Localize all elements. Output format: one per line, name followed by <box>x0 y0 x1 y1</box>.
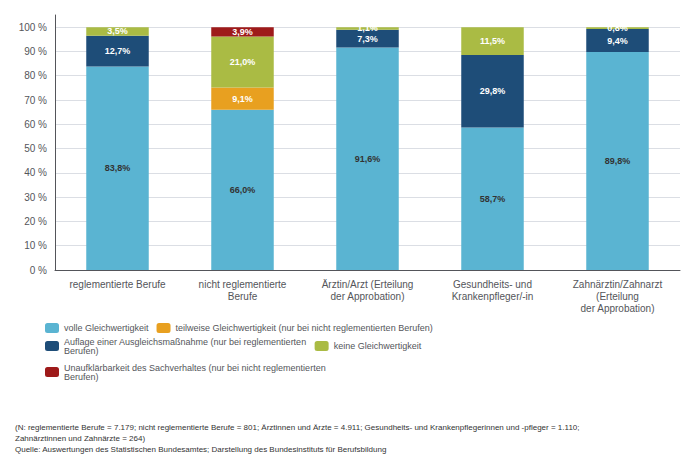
svg-text:teilweise Gleichwertigkeit (nu: teilweise Gleichwertigkeit (nur bei nich… <box>176 323 433 333</box>
svg-text:1,1%: 1,1% <box>357 23 378 33</box>
svg-text:100 %: 100 % <box>19 22 47 33</box>
svg-text:9,1%: 9,1% <box>232 94 253 104</box>
svg-text:Gesundheits- und: Gesundheits- und <box>453 279 532 290</box>
svg-text:30 %: 30 % <box>24 192 47 203</box>
svg-text:3,9%: 3,9% <box>232 27 253 37</box>
svg-text:91,6%: 91,6% <box>355 154 381 164</box>
svg-text:58,7%: 58,7% <box>480 194 506 204</box>
svg-text:11,5%: 11,5% <box>480 36 505 46</box>
svg-text:9,4%: 9,4% <box>607 36 628 46</box>
svg-text:89,8%: 89,8% <box>605 156 631 166</box>
svg-text:60 %: 60 % <box>24 119 47 130</box>
svg-text:0,8%: 0,8% <box>607 23 628 33</box>
svg-text:Zahnärztinnen und Zahnärzte =: Zahnärztinnen und Zahnärzte = 264) <box>15 434 145 443</box>
svg-text:70 %: 70 % <box>24 95 47 106</box>
svg-text:83,8%: 83,8% <box>105 163 131 173</box>
svg-text:90 %: 90 % <box>24 46 47 57</box>
svg-text:keine Gleichwertigkeit: keine Gleichwertigkeit <box>334 341 422 351</box>
svg-text:3,5%: 3,5% <box>107 26 128 36</box>
svg-text:(N: reglementierte Berufe = 7.: (N: reglementierte Berufe = 7.179; nicht… <box>15 423 580 432</box>
svg-text:Quelle: Auswertungen des Stati: Quelle: Auswertungen des Statistischen B… <box>15 445 386 454</box>
svg-text:Berufe: Berufe <box>228 291 258 302</box>
svg-text:20 %: 20 % <box>24 216 47 227</box>
svg-text:12,7%: 12,7% <box>105 46 131 56</box>
svg-text:Unaufklärbarkeit des Sachverha: Unaufklärbarkeit des Sachverhaltes (nur … <box>64 363 326 373</box>
svg-text:Berufen): Berufen) <box>64 372 99 382</box>
svg-text:7,3%: 7,3% <box>357 34 378 44</box>
svg-text:(Erteilung: (Erteilung <box>596 291 639 302</box>
svg-text:Ärztin/Arzt (Erteilung: Ärztin/Arzt (Erteilung <box>322 279 414 290</box>
svg-text:Zahnärztin/Zahnarzt: Zahnärztin/Zahnarzt <box>573 279 663 290</box>
svg-text:29,8%: 29,8% <box>480 86 506 96</box>
svg-text:50 %: 50 % <box>24 143 47 154</box>
svg-text:der Approbation): der Approbation) <box>331 291 405 302</box>
svg-text:reglementierte Berufe: reglementierte Berufe <box>69 279 166 290</box>
svg-text:0 %: 0 % <box>30 265 47 276</box>
svg-text:Auflage einer Ausgleichsmaßnah: Auflage einer Ausgleichsmaßnahme (nur be… <box>64 337 306 347</box>
svg-text:10 %: 10 % <box>24 240 47 251</box>
svg-text:80 %: 80 % <box>24 70 47 81</box>
svg-text:nicht reglementierte: nicht reglementierte <box>199 279 287 290</box>
svg-text:21,0%: 21,0% <box>230 57 256 67</box>
svg-text:Berufen): Berufen) <box>64 346 99 356</box>
svg-text:volle Gleichwertigkeit: volle Gleichwertigkeit <box>64 323 149 333</box>
svg-text:66,0%: 66,0% <box>230 185 256 195</box>
svg-text:Krankenpfleger/-in: Krankenpfleger/-in <box>452 291 534 302</box>
svg-text:40 %: 40 % <box>24 167 47 178</box>
svg-text:der Approbation): der Approbation) <box>581 303 655 314</box>
